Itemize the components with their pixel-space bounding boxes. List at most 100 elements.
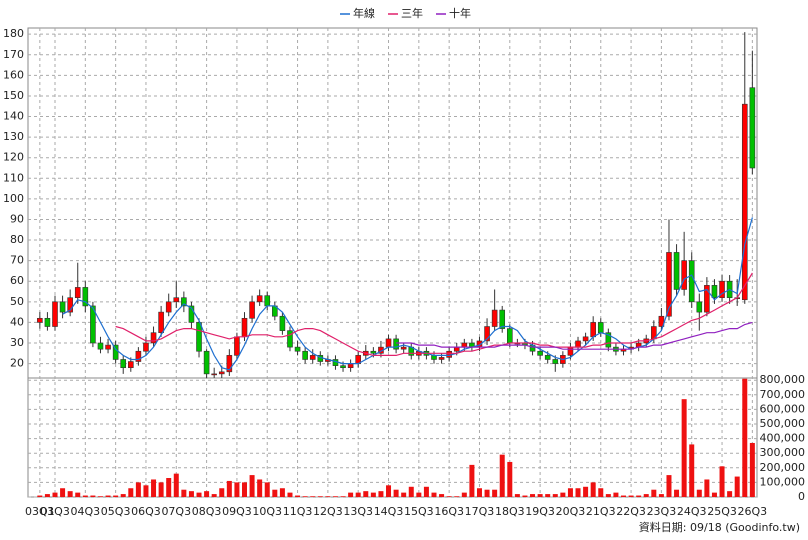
candle-body [226, 355, 233, 373]
volume-bar [128, 488, 134, 497]
volume-bar [173, 473, 179, 497]
candle-body [711, 285, 718, 299]
x-tick-label: 08Q3 [192, 505, 222, 518]
volume-bar [583, 486, 589, 497]
volume-bar [575, 488, 581, 497]
candle-body [575, 340, 581, 348]
candle-body [234, 336, 240, 356]
y2-tick-label: 300,000 [760, 446, 806, 459]
y2-tick-label: 100,000 [760, 475, 806, 488]
volume-bar [97, 496, 103, 497]
y-tick-label: 140 [3, 110, 24, 123]
candle-body [567, 346, 574, 356]
volume-bar [82, 495, 88, 497]
volume-bar [446, 496, 452, 497]
volume-bar [234, 482, 240, 497]
volume-bar [514, 494, 520, 497]
y-tick-label: 160 [3, 68, 24, 81]
candle-body [370, 350, 377, 354]
candle-body [52, 301, 58, 327]
volume-bar [522, 495, 528, 497]
y2-tick-label: 400,000 [760, 432, 806, 445]
candle-body [165, 301, 172, 313]
candle-body [37, 317, 43, 323]
x-tick-label: 21Q3 [586, 505, 616, 518]
volume-bar [545, 494, 551, 497]
x-tick-label: 11Q3 [283, 505, 313, 518]
volume-bar [461, 492, 467, 497]
candle-body [552, 359, 559, 364]
candle-body [67, 297, 73, 313]
candle-body [150, 332, 157, 344]
candle-body [385, 338, 392, 348]
volume-bar [530, 494, 536, 497]
volume-bar [143, 485, 149, 497]
volume-bar [75, 492, 81, 497]
volume-bar [567, 488, 573, 497]
y-tick-label: 100 [3, 192, 24, 205]
volume-bar [242, 482, 247, 497]
y-tick-label: 170 [3, 48, 24, 61]
volume-bar [454, 496, 460, 497]
volume-bar [393, 489, 399, 497]
volume-bar [719, 466, 725, 497]
volume-bar [158, 482, 164, 497]
candle-body [112, 344, 119, 360]
x-tick-label: 15Q3 [404, 505, 434, 518]
candle-body [44, 317, 51, 327]
x-tick-label: 14Q3 [374, 505, 404, 518]
candle-body [673, 252, 680, 290]
x-tick-label: 10Q3 [252, 505, 282, 518]
candle-body [59, 301, 66, 313]
y2-tick-label: 0 [798, 490, 805, 503]
candle-body [491, 309, 498, 327]
x-tick-label: 03Q3 [40, 505, 70, 518]
candle-body [256, 295, 263, 303]
volume-bar [537, 494, 543, 497]
x-tick-label: 04Q3 [70, 505, 100, 518]
volume-bar [689, 444, 695, 497]
candle-body [302, 350, 308, 360]
x-tick-label: 26Q3 [738, 505, 768, 518]
candle-body [506, 328, 513, 344]
volume-bar [378, 491, 384, 497]
ma-line [115, 272, 753, 356]
volume-bar [310, 496, 316, 497]
candle-body [188, 305, 195, 323]
volume-bar [598, 488, 604, 497]
volume-bar [476, 488, 482, 497]
volume-bar [181, 489, 187, 497]
volume-bar [628, 495, 634, 497]
x-tick-label: 06Q3 [131, 505, 161, 518]
volume-bar [666, 475, 672, 497]
volume-bar [257, 479, 263, 497]
x-tick-label: 16Q3 [434, 505, 464, 518]
volume-bar [590, 482, 596, 497]
volume-bar [287, 492, 293, 497]
candle-body [294, 346, 301, 352]
volume-bar [317, 496, 323, 497]
volume-bar [325, 496, 331, 497]
candle-body [128, 361, 134, 369]
volume-bar [37, 495, 43, 497]
footnote: 資料日期: 09/18 (Goodinfo.tw) [639, 520, 800, 534]
candle-body [484, 326, 490, 342]
volume-bar [355, 492, 361, 497]
volume-bar [226, 480, 232, 497]
x-tick-label: 19Q3 [525, 505, 555, 518]
volume-bar [674, 489, 680, 497]
candle-body [120, 359, 127, 369]
y-tick-label: 110 [3, 171, 24, 184]
candle-body [347, 363, 354, 369]
volume-bar [135, 482, 141, 497]
candle-body [749, 87, 756, 169]
x-tick-label: 23Q3 [647, 505, 677, 518]
volume-bar [204, 491, 210, 497]
volume-bar [621, 495, 626, 497]
candle-body [499, 309, 506, 329]
volume-bar [711, 492, 717, 497]
y-tick-label: 120 [3, 151, 24, 164]
y-tick-label: 80 [10, 233, 24, 246]
volume-bar [264, 482, 270, 497]
